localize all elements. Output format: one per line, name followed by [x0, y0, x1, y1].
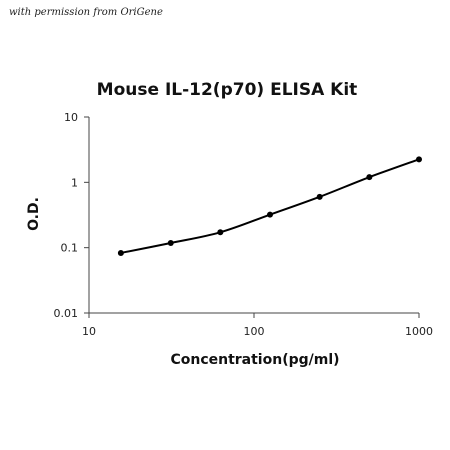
y-axis-title: O.D.: [26, 197, 42, 231]
curve-layer: [120, 158, 420, 254]
y-tick-label: 0.01: [54, 307, 79, 320]
x-tick-label: 100: [244, 325, 265, 338]
x-tick-label: 1000: [405, 325, 433, 338]
permission-note: with permission from OriGene: [9, 7, 163, 18]
standard-curve-line: [120, 158, 420, 254]
x-tick-label: 10: [82, 325, 96, 338]
data-point: [167, 239, 174, 246]
data-point: [316, 193, 323, 200]
data-point: [217, 229, 224, 236]
y-tick-label: 1: [71, 176, 78, 189]
y-tick-label: 0.1: [61, 242, 79, 255]
chart-title: Mouse IL-12(p70) ELISA Kit: [97, 80, 358, 100]
y-tick-label: 10: [64, 111, 78, 124]
data-point: [266, 211, 273, 218]
data-point: [416, 156, 422, 163]
data-point: [117, 249, 124, 256]
points-layer: [117, 156, 422, 256]
ticks-layer: 10 100 1000 0.01 0.1 1 10: [54, 111, 434, 338]
x-axis-title: Concentration(pg/ml): [170, 352, 339, 368]
data-point: [366, 174, 373, 181]
